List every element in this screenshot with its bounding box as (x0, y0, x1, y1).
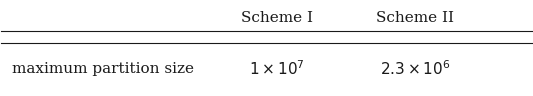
Text: $2.3 \times 10^6$: $2.3 \times 10^6$ (379, 59, 450, 78)
Text: maximum partition size: maximum partition size (12, 62, 194, 76)
Text: $1 \times 10^7$: $1 \times 10^7$ (249, 59, 305, 78)
Text: Scheme II: Scheme II (376, 11, 454, 25)
Text: Scheme I: Scheme I (241, 11, 313, 25)
